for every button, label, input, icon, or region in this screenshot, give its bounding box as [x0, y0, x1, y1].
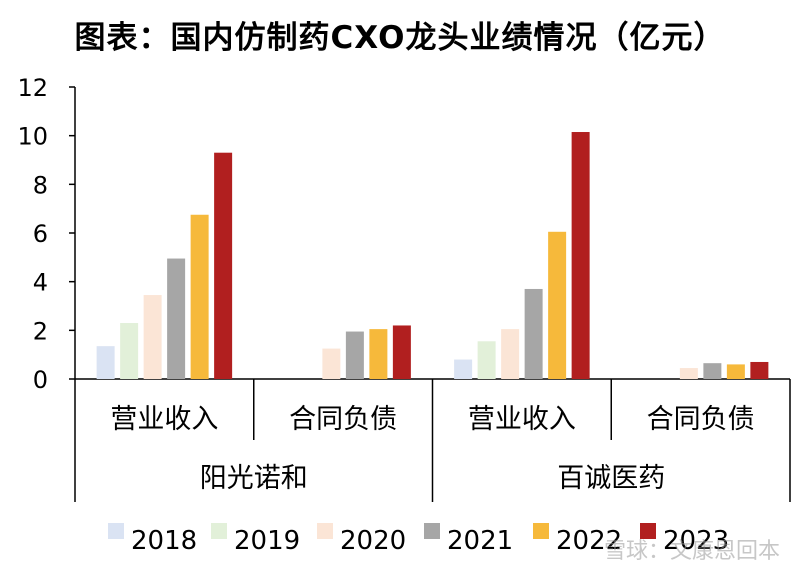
bar-2020 — [501, 329, 520, 379]
bar-2021 — [703, 363, 722, 379]
y-tick-label: 6 — [33, 220, 48, 248]
legend-label-2020: 2020 — [340, 526, 406, 556]
metric-label: 营业收入 — [468, 404, 576, 435]
bar-2018 — [96, 346, 115, 379]
bar-2022 — [726, 364, 745, 379]
metric-label: 营业收入 — [110, 404, 218, 435]
y-tick-label: 12 — [17, 74, 48, 102]
chart-title: 图表：国内仿制药CXO龙头业绩情况（亿元） — [74, 20, 726, 56]
metric-label: 合同负债 — [289, 404, 397, 435]
legend-swatch-2022 — [533, 523, 549, 539]
bar-2022 — [190, 214, 209, 379]
bar-2019 — [120, 323, 139, 379]
y-tick-label: 8 — [33, 171, 48, 199]
y-tick-label: 2 — [33, 317, 48, 345]
bar-2022 — [548, 231, 567, 379]
bar-2023 — [750, 361, 769, 379]
legend-label-2022: 2022 — [556, 526, 622, 556]
legend-label-2018: 2018 — [131, 526, 197, 556]
company-label: 百诚医药 — [557, 463, 665, 494]
bar-2018 — [454, 359, 473, 379]
legend-swatch-2020 — [317, 523, 333, 539]
bar-2020 — [679, 368, 698, 379]
legend-label-2019: 2019 — [234, 526, 300, 556]
watermark: 雪球：文康恩回本 — [603, 539, 780, 564]
legend-label-2021: 2021 — [447, 526, 513, 556]
bar-2021 — [524, 288, 543, 379]
y-tick-label: 4 — [33, 269, 48, 297]
bar-2021 — [345, 331, 364, 379]
bar-2023 — [571, 132, 590, 379]
bar-2022 — [369, 329, 388, 379]
legend-swatch-2018 — [108, 523, 124, 539]
bar-2020 — [322, 348, 341, 379]
bar-2019 — [477, 341, 496, 379]
y-tick-label: 0 — [33, 366, 48, 394]
metric-label: 合同负债 — [647, 404, 755, 435]
legend-swatch-2023 — [640, 523, 656, 539]
legend-swatch-2021 — [424, 523, 440, 539]
bar-2021 — [167, 258, 186, 379]
y-tick-label: 10 — [17, 123, 48, 151]
bar-2023 — [392, 325, 411, 379]
bar-2023 — [214, 152, 233, 379]
legend-swatch-2019 — [211, 523, 227, 539]
company-label: 阳光诺和 — [200, 463, 308, 494]
legend-label-2023: 2023 — [663, 526, 729, 556]
bar-2020 — [143, 295, 162, 379]
